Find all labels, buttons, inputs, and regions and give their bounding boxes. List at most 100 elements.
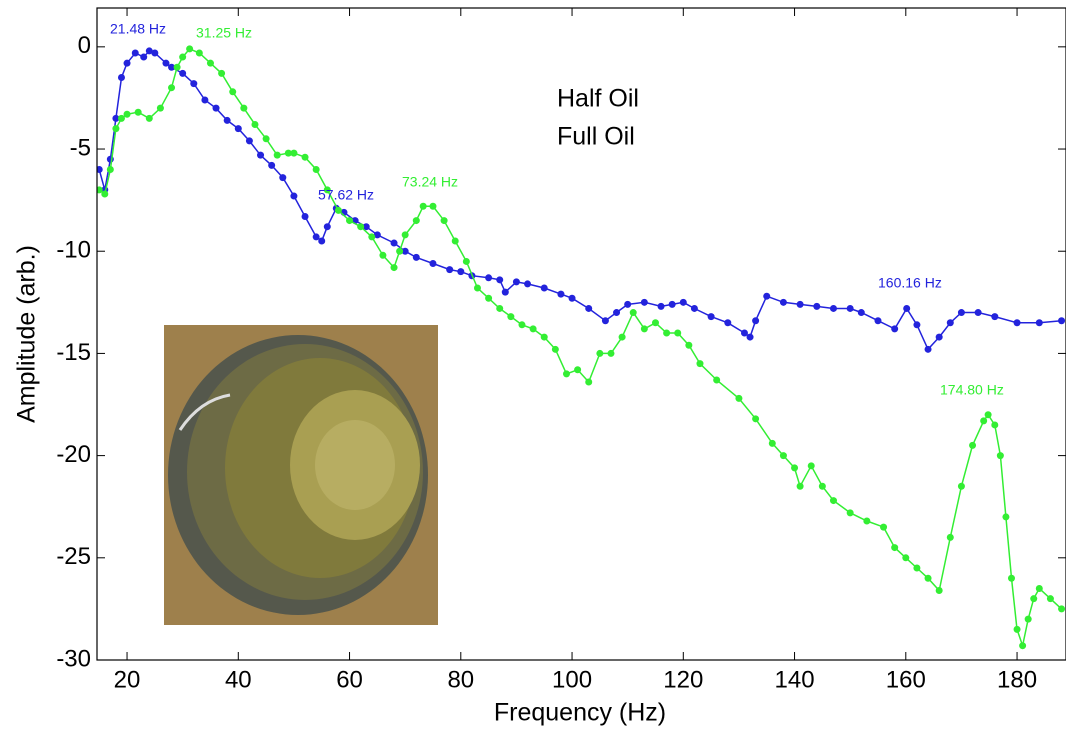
data-point [613,309,620,316]
data-point [174,64,181,71]
data-point [391,240,398,247]
data-point [797,483,804,490]
data-point [574,366,581,373]
data-point [991,421,998,428]
data-point [335,207,342,214]
data-point [441,217,448,224]
data-point [680,299,687,306]
x-tick-label: 100 [552,666,592,693]
data-point [596,350,603,357]
x-tick-label: 40 [225,666,252,693]
data-point [997,452,1004,459]
data-point [980,417,987,424]
data-point [880,524,887,531]
data-point [452,238,459,245]
data-point [641,325,648,332]
data-point [302,213,309,220]
data-point [541,285,548,292]
annotation: 31.25 Hz [196,25,252,41]
data-point [179,54,186,61]
data-point [124,60,131,67]
data-point [313,166,320,173]
data-point [146,115,153,122]
data-point [496,305,503,312]
y-tick-label: -5 [70,134,91,161]
data-point [124,111,131,118]
data-point [218,70,225,77]
inset-photo [164,325,438,625]
data-point [279,174,286,181]
data-point [132,49,139,56]
y-tick-label: -25 [56,543,91,570]
data-point [958,483,965,490]
data-point [830,497,837,504]
data-point [619,334,626,341]
data-point [863,518,870,525]
data-point [763,293,770,300]
data-point [1036,585,1043,592]
data-point [780,452,787,459]
x-axis-label: Frequency (Hz) [494,699,666,727]
x-tick-label: 80 [447,666,474,693]
data-point [107,166,114,173]
data-point [847,509,854,516]
data-point [936,587,943,594]
data-point [808,462,815,469]
data-point [1014,319,1021,326]
data-point [569,295,576,302]
data-point [991,313,998,320]
data-point [624,301,631,308]
data-point [891,544,898,551]
data-point [463,258,470,265]
data-point [246,137,253,144]
data-point [902,554,909,561]
data-point [290,150,297,157]
data-point [641,299,648,306]
data-point [813,303,820,310]
data-point [274,152,281,159]
data-point [791,464,798,471]
data-point [958,309,965,316]
data-point [402,231,409,238]
data-point [713,376,720,383]
data-point [602,317,609,324]
data-point [196,49,203,56]
legend-entry: Half Oil [557,85,639,113]
data-point [741,329,748,336]
chart: Frequency (Hz) Amplitude (arb.) Half Oil… [0,0,1066,729]
data-point [752,415,759,422]
data-point [669,301,676,308]
legend-entry: Full Oil [557,123,635,151]
annotation: 21.48 Hz [110,21,166,37]
data-point [925,346,932,353]
data-point [830,305,837,312]
data-point [1058,317,1065,324]
data-point [524,280,531,287]
data-point [179,70,186,77]
data-point [162,60,169,67]
data-point [313,233,320,240]
data-point [357,223,364,230]
data-point [290,193,297,200]
data-point [118,74,125,81]
data-point [913,565,920,572]
data-point [507,313,514,320]
data-point [112,125,119,132]
data-point [302,154,309,161]
data-point [1030,595,1037,602]
data-point [903,305,910,312]
data-point [936,334,943,341]
data-point [186,45,193,52]
x-tick-label: 160 [886,666,926,693]
x-tick-label: 60 [336,666,363,693]
data-point [735,395,742,402]
data-point [429,260,436,267]
data-point [413,254,420,261]
data-point [913,321,920,328]
data-point [1058,605,1065,612]
data-point [446,266,453,273]
y-axis-label: Amplitude (arb.) [13,245,41,423]
data-point [263,135,270,142]
data-point [151,49,158,56]
data-point [496,276,503,283]
